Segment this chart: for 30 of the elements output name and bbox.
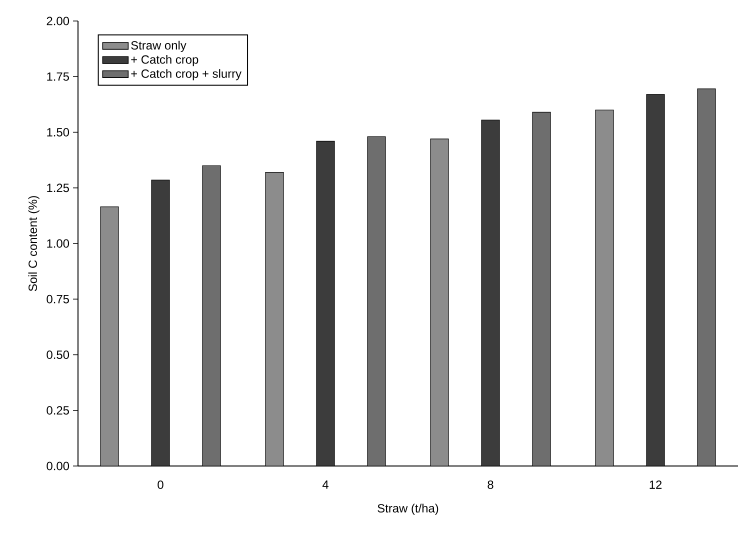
y-axis-title: Soil C content (%) bbox=[28, 196, 40, 292]
bar bbox=[481, 120, 500, 466]
y-tick-label: 1.75 bbox=[47, 72, 69, 81]
x-tick-label: 0 bbox=[158, 480, 164, 489]
y-tick-label: 1.00 bbox=[47, 239, 70, 248]
bar bbox=[532, 112, 551, 466]
bar bbox=[265, 172, 284, 466]
bar bbox=[202, 165, 221, 466]
x-tick-label: 12 bbox=[650, 480, 662, 489]
bar bbox=[151, 180, 170, 466]
y-tick-label: 0.25 bbox=[46, 406, 69, 415]
bar bbox=[430, 138, 449, 466]
y-tick-label: 0.50 bbox=[46, 350, 70, 359]
x-axis-title: Straw (t/ha) bbox=[378, 504, 438, 515]
bar bbox=[646, 94, 665, 466]
bar bbox=[595, 110, 614, 466]
y-tick-label: 1.25 bbox=[47, 184, 69, 192]
bar bbox=[697, 88, 716, 466]
y-tick-label: 0.00 bbox=[46, 462, 70, 470]
x-tick-label: 4 bbox=[322, 480, 328, 489]
x-tick-label: 8 bbox=[488, 480, 494, 489]
y-tick-label: 0.75 bbox=[46, 294, 69, 304]
y-tick-label: 2.00 bbox=[46, 16, 70, 26]
legend-label: + Catch crop + slurry bbox=[131, 69, 242, 80]
bar bbox=[367, 136, 386, 466]
legend-label: + Catch crop bbox=[131, 54, 198, 66]
bar bbox=[100, 206, 119, 466]
y-tick-label: 1.50 bbox=[47, 128, 70, 136]
bar bbox=[316, 140, 335, 466]
legend-label: Straw only bbox=[131, 40, 186, 52]
